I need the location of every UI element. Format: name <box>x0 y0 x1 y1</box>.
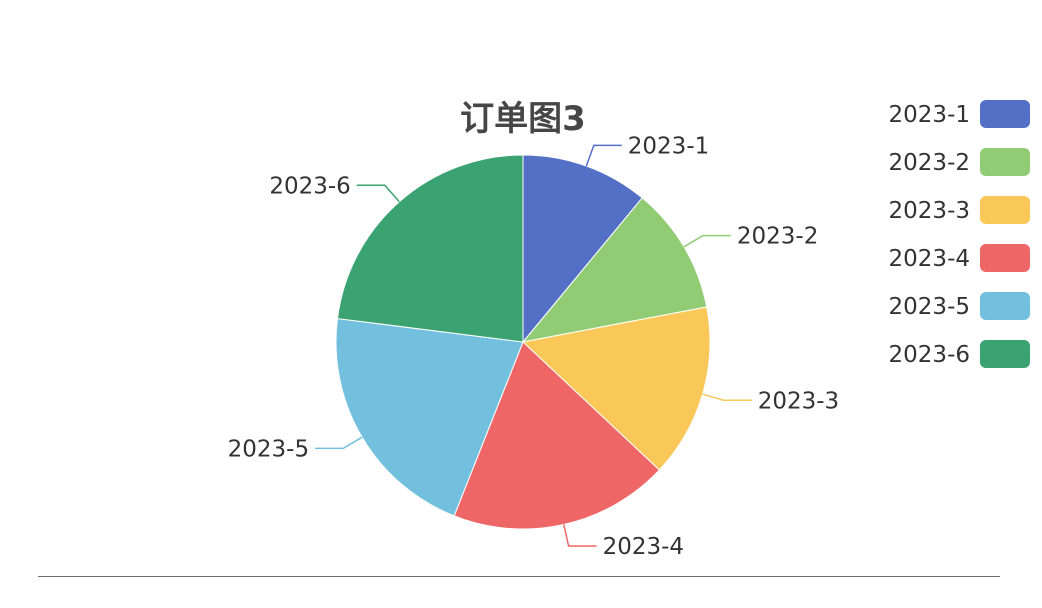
slice-label-2023-2: 2023-2 <box>737 224 818 250</box>
leader-line-2023-4 <box>563 524 597 547</box>
legend-swatch <box>980 196 1030 224</box>
legend-swatch <box>980 100 1030 128</box>
legend-label: 2023-2 <box>889 150 970 176</box>
slice-label-2023-5: 2023-5 <box>228 436 309 462</box>
leader-line-2023-2 <box>683 234 731 248</box>
pie-slice-2023-5[interactable] <box>335 318 524 517</box>
leader-line-2023-6 <box>356 184 400 203</box>
pie-slice-2023-3[interactable] <box>521 306 711 471</box>
legend-label: 2023-1 <box>889 102 970 128</box>
legend-item-2023-1[interactable]: 2023-1 <box>889 100 1030 128</box>
leader-line-2023-5 <box>315 436 363 450</box>
legend-swatch <box>980 340 1030 368</box>
chart-title: 订单图3 <box>460 99 586 139</box>
legend-swatch <box>980 148 1030 176</box>
legend-label: 2023-3 <box>889 198 970 224</box>
legend-item-2023-2[interactable]: 2023-2 <box>889 148 1030 176</box>
legend: 2023-1 2023-2 2023-3 2023-4 2023-5 2023-6 <box>889 100 1030 368</box>
bottom-divider <box>38 576 1000 577</box>
legend-swatch <box>980 244 1030 272</box>
legend-label: 2023-4 <box>889 246 970 272</box>
slice-labels: 2023-1 2023-2 2023-3 2023-4 2023-5 2023-6 <box>228 133 840 560</box>
pie-slice-2023-4[interactable] <box>453 341 661 530</box>
legend-label: 2023-6 <box>889 342 970 368</box>
legend-swatch <box>980 292 1030 320</box>
slice-label-2023-1: 2023-1 <box>628 133 709 159</box>
leader-line-2023-1 <box>585 144 622 167</box>
legend-label: 2023-5 <box>889 294 970 320</box>
legend-item-2023-4[interactable]: 2023-4 <box>889 244 1030 272</box>
slice-label-2023-3: 2023-3 <box>758 388 839 414</box>
legend-item-2023-5[interactable]: 2023-5 <box>889 292 1030 320</box>
label-leaders <box>315 144 752 547</box>
leader-line-2023-3 <box>702 393 752 402</box>
slice-label-2023-4: 2023-4 <box>603 534 684 560</box>
pie-slice-2023-2[interactable] <box>521 197 708 343</box>
pie-slices <box>335 154 711 530</box>
slice-label-2023-6: 2023-6 <box>269 173 350 199</box>
legend-item-2023-3[interactable]: 2023-3 <box>889 196 1030 224</box>
pie-slice-2023-6[interactable] <box>336 154 524 343</box>
legend-item-2023-6[interactable]: 2023-6 <box>889 340 1030 368</box>
